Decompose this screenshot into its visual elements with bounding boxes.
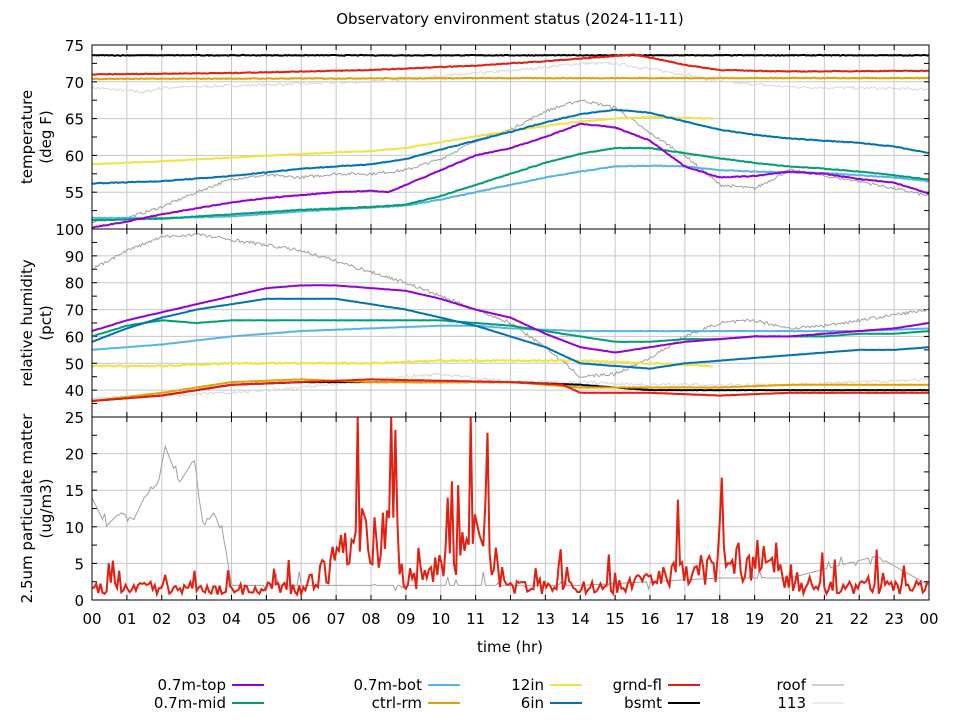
series-line-ctrl-rm: [92, 76, 930, 81]
y-tick-label: 25: [65, 409, 84, 427]
series-line-12in: [91, 115, 713, 166]
x-tick-label: 08: [361, 610, 380, 628]
series-line-0.7m-bot: [91, 324, 930, 351]
legend-label: 0.7m-top: [158, 676, 226, 694]
x-tick-label: 16: [640, 610, 659, 628]
x-tick-label: 19: [745, 610, 764, 628]
x-tick-label: 14: [571, 610, 590, 628]
x-axis-label: time (hr): [477, 638, 543, 656]
y-axis-label: relative humidity(pct): [18, 259, 55, 387]
series-line-12in: [91, 358, 713, 368]
x-tick-label: 04: [222, 610, 241, 628]
y-tick-label: 5: [74, 555, 84, 573]
legend-item-bsmt: bsmt: [624, 694, 700, 712]
x-tick-label: 15: [606, 610, 625, 628]
series-line-0.7m-top: [91, 122, 930, 229]
y-tick-label: 70: [65, 74, 84, 92]
series-line-6in: [91, 297, 929, 370]
y-tick-label: 60: [65, 147, 84, 165]
y-tick-label: 100: [55, 221, 84, 239]
panel-2: 0 5 10 15 20 25 2.5um particulate matter(ug/m3…: [18, 409, 930, 610]
y-tick-label: 15: [65, 482, 84, 500]
y-tick-label: 10: [65, 519, 84, 537]
series-line-0.7m-top: [91, 284, 930, 354]
y-tick-label: 40: [65, 382, 84, 400]
x-tick-label: 03: [187, 610, 206, 628]
y-tick-label: 60: [65, 328, 84, 346]
panel-1: 40 50 60 70 80 90 100 relative humidity(pct): [18, 221, 930, 418]
y-tick-label: 80: [65, 275, 84, 293]
series-line-grnd-fl: [91, 53, 930, 76]
x-tick-label: 13: [536, 610, 555, 628]
legend-label: 0.7m-bot: [354, 676, 423, 694]
legend-label: ctrl-rm: [372, 694, 422, 712]
y-axis-label: temperature(deg F): [18, 90, 55, 184]
y-tick-label: 55: [65, 184, 84, 202]
legend-label: roof: [777, 676, 807, 694]
x-tick-label: 05: [257, 610, 276, 628]
legend-label: grnd-fl: [613, 676, 662, 694]
legend-item-12in: 12in: [511, 676, 582, 694]
legend-label: bsmt: [624, 694, 662, 712]
x-tick-label: 00: [919, 610, 938, 628]
series-line-0.7m-mid: [91, 146, 930, 222]
legend-label: 6in: [521, 694, 544, 712]
x-tick-label: 07: [327, 610, 346, 628]
legend-item-grnd-fl: grnd-fl: [613, 676, 700, 694]
x-tick-label: 02: [152, 610, 171, 628]
x-tick-label: 00: [82, 610, 101, 628]
legend-label: 0.7m-mid: [154, 694, 226, 712]
series-line-6in: [91, 108, 930, 185]
x-tick-label: 20: [780, 610, 799, 628]
x-tick-label: 01: [117, 610, 136, 628]
x-tick-label: 23: [885, 610, 904, 628]
y-axis-label: 2.5um particulate matter(ug/m3): [18, 413, 55, 603]
x-tick-label: 06: [292, 610, 311, 628]
chart-title: Observatory environment status (2024-11-…: [336, 10, 684, 28]
x-tick-label: 18: [710, 610, 729, 628]
x-tick-label: 12: [501, 610, 520, 628]
series-line-bsmt: [92, 53, 930, 57]
x-tick-label: 22: [850, 610, 869, 628]
series-line-113: [91, 372, 930, 401]
legend-item-113: 113: [777, 694, 844, 712]
y-tick-label: 0: [74, 592, 84, 610]
series-line-roof: [92, 233, 930, 378]
legend-item-ctrl-rm: ctrl-rm: [372, 694, 460, 712]
y-tick-label: 70: [65, 302, 84, 320]
series-line-grnd-fl: [91, 416, 930, 599]
series-line-grnd-fl: [91, 378, 929, 402]
legend-item-6in: 6in: [521, 694, 582, 712]
x-tick-label: 21: [815, 610, 834, 628]
series-line-113: [91, 61, 930, 94]
x-tick-label: 09: [396, 610, 415, 628]
legend-label: 12in: [511, 676, 544, 694]
x-tick-label: 10: [431, 610, 450, 628]
legend-label: 113: [777, 694, 806, 712]
legend-item-0.7m-mid: 0.7m-mid: [154, 694, 264, 712]
y-tick-label: 50: [65, 355, 84, 373]
legend-item-0.7m-top: 0.7m-top: [158, 676, 264, 694]
y-tick-label: 75: [65, 37, 84, 55]
y-tick-label: 65: [65, 111, 84, 129]
x-tick-label: 17: [675, 610, 694, 628]
legend-item-roof: roof: [777, 676, 844, 694]
plot-frame: [91, 416, 930, 601]
y-tick-label: 20: [65, 446, 84, 464]
y-tick-label: 90: [65, 248, 84, 266]
legend-item-0.7m-bot: 0.7m-bot: [354, 676, 460, 694]
panel-0: 55 60 65 70 75 temperature(deg F): [18, 37, 930, 230]
x-tick-label: 11: [466, 610, 485, 628]
